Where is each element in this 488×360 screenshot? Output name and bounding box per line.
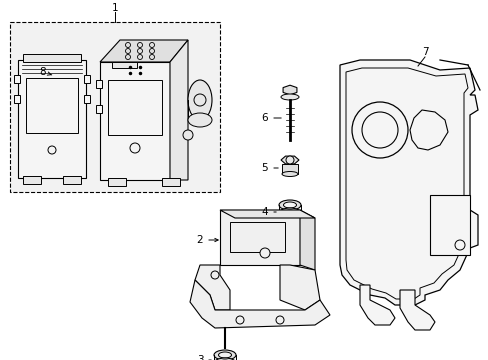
Ellipse shape	[283, 202, 296, 208]
Polygon shape	[359, 285, 394, 325]
Bar	[84, 95, 90, 103]
Circle shape	[137, 42, 142, 48]
Bar	[108, 178, 126, 186]
Bar	[229, 222, 285, 252]
Ellipse shape	[187, 113, 212, 127]
Circle shape	[361, 112, 397, 148]
Polygon shape	[283, 85, 296, 95]
Polygon shape	[299, 210, 314, 270]
Bar	[14, 75, 20, 83]
Polygon shape	[346, 68, 469, 299]
Polygon shape	[170, 40, 187, 180]
Bar	[282, 164, 297, 174]
Ellipse shape	[279, 208, 301, 218]
Bar	[112, 62, 137, 68]
Circle shape	[183, 130, 193, 140]
Ellipse shape	[187, 80, 212, 120]
Text: 1: 1	[111, 3, 118, 13]
Bar	[10, 22, 220, 192]
Polygon shape	[281, 156, 298, 164]
Text: 7: 7	[421, 47, 427, 57]
Circle shape	[130, 143, 140, 153]
Bar	[23, 54, 81, 62]
Bar	[108, 80, 162, 135]
Circle shape	[137, 54, 142, 59]
Bar	[220, 210, 299, 265]
Bar	[429, 195, 469, 255]
Text: 5: 5	[261, 163, 278, 173]
Polygon shape	[399, 290, 434, 330]
Circle shape	[149, 42, 154, 48]
Polygon shape	[190, 280, 329, 328]
Bar	[23, 176, 41, 184]
Circle shape	[285, 156, 293, 164]
Ellipse shape	[279, 200, 301, 210]
Bar	[96, 80, 102, 88]
Ellipse shape	[282, 171, 297, 176]
Circle shape	[149, 54, 154, 59]
Bar	[18, 60, 86, 178]
Polygon shape	[339, 60, 477, 305]
Ellipse shape	[281, 94, 298, 100]
Bar	[162, 178, 180, 186]
Circle shape	[351, 102, 407, 158]
Polygon shape	[280, 265, 319, 310]
Text: 4: 4	[261, 207, 276, 217]
Circle shape	[48, 146, 56, 154]
Circle shape	[137, 49, 142, 54]
Circle shape	[275, 316, 284, 324]
Circle shape	[454, 240, 464, 250]
Circle shape	[236, 316, 244, 324]
Polygon shape	[195, 265, 229, 310]
Circle shape	[125, 54, 130, 59]
Ellipse shape	[214, 350, 236, 360]
Bar	[96, 105, 102, 113]
Bar	[84, 75, 90, 83]
Text: 3: 3	[196, 355, 211, 360]
Polygon shape	[100, 40, 187, 62]
Circle shape	[210, 271, 219, 279]
Ellipse shape	[283, 210, 296, 216]
Bar	[100, 62, 170, 180]
Polygon shape	[409, 110, 447, 150]
Ellipse shape	[218, 352, 231, 358]
Text: 2: 2	[196, 235, 218, 245]
Bar	[14, 95, 20, 103]
Circle shape	[125, 42, 130, 48]
Bar	[63, 176, 81, 184]
Text: 8: 8	[40, 67, 52, 77]
Polygon shape	[220, 210, 314, 218]
Circle shape	[149, 49, 154, 54]
Circle shape	[260, 248, 269, 258]
Text: 6: 6	[261, 113, 281, 123]
Circle shape	[125, 49, 130, 54]
Bar	[26, 78, 78, 133]
Ellipse shape	[214, 358, 236, 360]
